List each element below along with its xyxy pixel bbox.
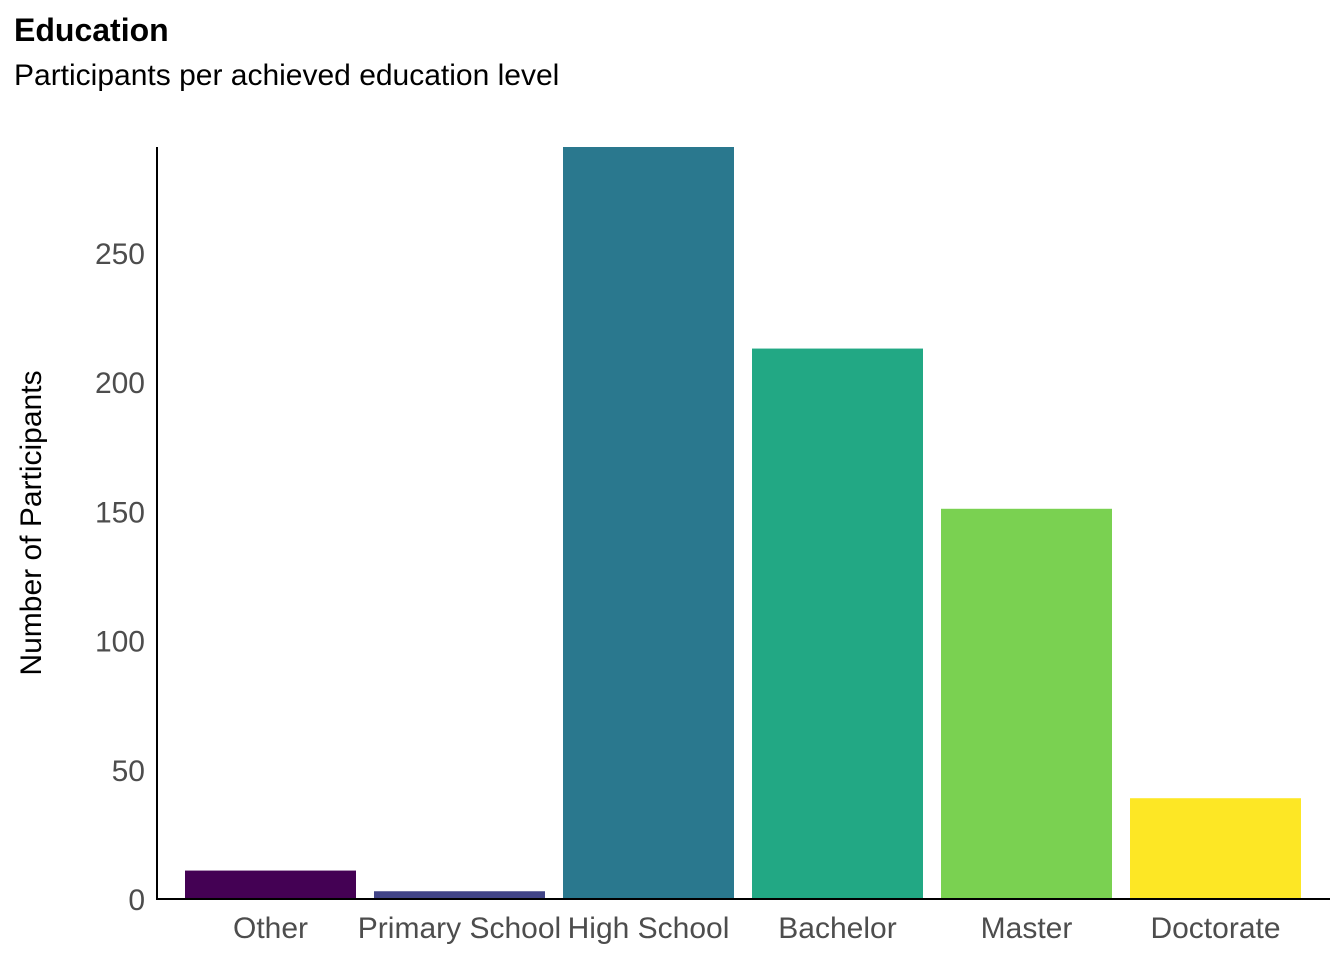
x-tick-label-doctorate: Doctorate xyxy=(1150,912,1280,945)
y-tick-label-0: 0 xyxy=(128,884,145,917)
bar-high-school xyxy=(563,147,734,899)
bar-master xyxy=(941,508,1112,899)
bar-primary-school xyxy=(374,891,545,899)
bar-bachelor xyxy=(752,348,923,899)
chart-subtitle: Participants per achieved education leve… xyxy=(14,59,559,92)
x-ticks-group: Other Primary School High School Bachelor Ma… xyxy=(233,912,1281,945)
bar-doctorate xyxy=(1130,798,1301,899)
x-tick-label-other: Other xyxy=(233,912,308,945)
x-tick-label-bachelor: Bachelor xyxy=(778,912,896,945)
y-tick-label-200: 200 xyxy=(95,367,145,400)
y-tick-label-150: 150 xyxy=(95,496,145,529)
bar-other xyxy=(185,870,356,899)
x-tick-label-master: Master xyxy=(981,912,1073,945)
bars-group xyxy=(185,147,1301,899)
chart-title: Education xyxy=(14,12,169,48)
x-tick-label-high-school: High School xyxy=(568,912,730,945)
y-tick-label-250: 250 xyxy=(95,238,145,271)
y-ticks-group: 0 50 100 150 200 250 xyxy=(95,238,145,917)
y-axis-label: Number of Participants xyxy=(15,370,48,675)
y-tick-label-50: 50 xyxy=(112,755,145,788)
x-tick-label-primary-school: Primary School xyxy=(358,912,561,945)
y-tick-label-100: 100 xyxy=(95,626,145,659)
